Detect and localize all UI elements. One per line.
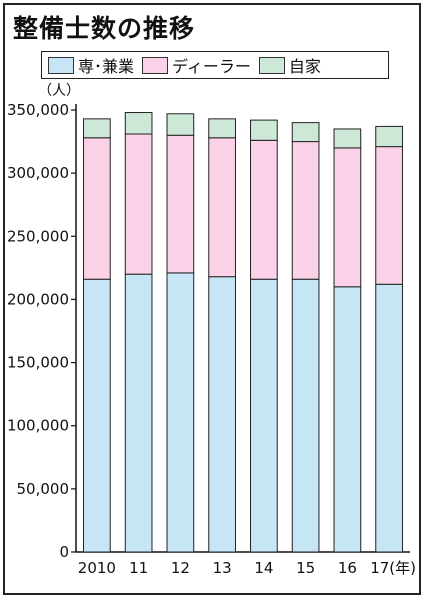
- y-axis-unit: （人）: [38, 83, 80, 99]
- legend-swatch-private: [258, 56, 285, 74]
- bar-segment: [208, 276, 236, 553]
- x-tick-label: 15: [296, 559, 315, 577]
- bar-segment: [166, 272, 195, 553]
- bar-segment: [291, 122, 320, 143]
- bar-segment: [375, 125, 403, 148]
- legend-label-dealer: ディーラー: [172, 57, 251, 76]
- y-tick-label: 50,000: [17, 480, 70, 498]
- y-tick-label: 350,000: [7, 101, 69, 119]
- bar-segment: [83, 278, 111, 553]
- bar-segment: [250, 119, 278, 141]
- x-tick-label: 11: [129, 559, 148, 577]
- x-tick-label: 12: [171, 559, 190, 577]
- bar-segment: [83, 118, 111, 139]
- legend-swatch-professional: [48, 56, 74, 74]
- legend-item-dealer: ディーラー: [142, 53, 251, 77]
- legend-label-professional: 専･兼業: [78, 57, 135, 76]
- bar-segment: [83, 137, 111, 280]
- bar-segment: [124, 133, 153, 275]
- bar-segment: [375, 283, 403, 553]
- x-tick-label: 17(年): [370, 559, 416, 577]
- bar-segment: [208, 118, 236, 139]
- legend-label-private: 自家: [288, 57, 321, 76]
- bar-segment: [333, 128, 362, 149]
- x-tick-label: 14: [254, 559, 273, 577]
- bar-segment: [124, 273, 153, 553]
- legend-swatch-dealer: [142, 56, 169, 74]
- bar-segment: [124, 112, 153, 135]
- bar-segment: [333, 286, 362, 553]
- legend-item-professional: 専･兼業: [48, 53, 134, 77]
- bar-segment: [208, 137, 236, 278]
- bar-segment: [250, 139, 278, 280]
- y-tick-label: 250,000: [7, 227, 69, 245]
- chart-title: 整備士数の推移: [13, 14, 196, 43]
- x-tick-label: 13: [213, 559, 232, 577]
- bar-segment: [250, 278, 278, 553]
- bar-segment: [333, 147, 362, 288]
- y-tick-label: 150,000: [7, 354, 69, 372]
- x-tick-label: 2010: [78, 559, 116, 577]
- y-tick-label: 100,000: [7, 417, 69, 435]
- legend: 専･兼業 ディーラー 自家: [41, 51, 389, 79]
- bar-segment: [166, 134, 195, 274]
- y-tick-label: 200,000: [7, 290, 69, 308]
- bar-segment: [166, 113, 195, 136]
- y-tick-label: 300,000: [7, 164, 69, 182]
- bar-segment: [375, 146, 403, 285]
- x-tick-label: 16: [338, 559, 357, 577]
- bar-segment: [291, 141, 320, 280]
- y-tick-label: 0: [59, 543, 69, 561]
- legend-item-private: 自家: [258, 53, 321, 77]
- bar-segment: [291, 278, 320, 553]
